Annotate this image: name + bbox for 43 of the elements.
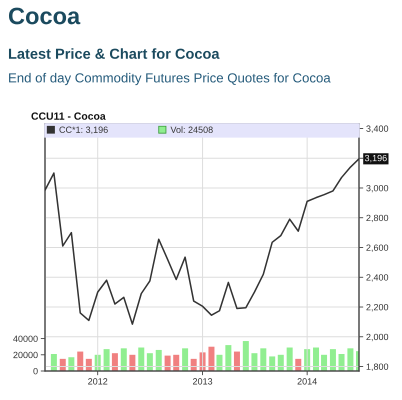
- chart-subtitle: Latest Price & Chart for Cocoa: [8, 48, 220, 59]
- y-tick-label: 3,400: [366, 125, 388, 133]
- bar: [77, 352, 84, 371]
- bar: [225, 345, 232, 371]
- bar: [68, 357, 74, 371]
- y-tick-label: 2,400: [366, 274, 388, 282]
- bar: [182, 348, 188, 371]
- bar: [234, 352, 240, 371]
- bar: [251, 353, 258, 371]
- chart-title: Cocoa: [8, 8, 80, 24]
- bar: [156, 350, 162, 371]
- bar: [208, 346, 214, 371]
- y-tick-label: 2,200: [366, 304, 388, 312]
- y-tick-label: 2,600: [366, 244, 388, 252]
- bar: [286, 348, 293, 371]
- y-tick-label: 1,800: [366, 364, 388, 371]
- x-tick-label: 2014: [298, 378, 317, 385]
- bar: [338, 354, 345, 371]
- annotation: 3,196: [364, 154, 387, 162]
- bar: [120, 348, 127, 371]
- y2-tick-label: 40000: [13, 336, 38, 342]
- y2-tick-label: 20000: [13, 352, 38, 358]
- bar: [242, 341, 249, 371]
- y-tick-label: 2,800: [366, 214, 388, 222]
- y-tick-label: 2,000: [366, 334, 388, 342]
- bar: [330, 349, 336, 371]
- bar: [164, 356, 171, 371]
- y-tick-label: 3,000: [366, 184, 388, 192]
- bar: [138, 348, 144, 371]
- legend-label: CC*1: 3,196: [59, 126, 108, 134]
- y2-tick-label: 0: [33, 368, 38, 374]
- text: CCU11 - Cocoa: [31, 112, 106, 120]
- bar: [313, 348, 320, 371]
- x-tick-label: 2012: [88, 378, 108, 385]
- text: End of day Commodity Futures Price Quotes for Cocoa: [9, 72, 331, 86]
- bar: [347, 348, 354, 371]
- x-tick-label: 2013: [192, 378, 212, 385]
- bar: [104, 349, 110, 371]
- bar: [260, 348, 266, 371]
- bar: [146, 353, 153, 371]
- bar: [50, 354, 57, 371]
- bar: [112, 353, 118, 371]
- legend-label: Vol: 24508: [170, 126, 213, 133]
